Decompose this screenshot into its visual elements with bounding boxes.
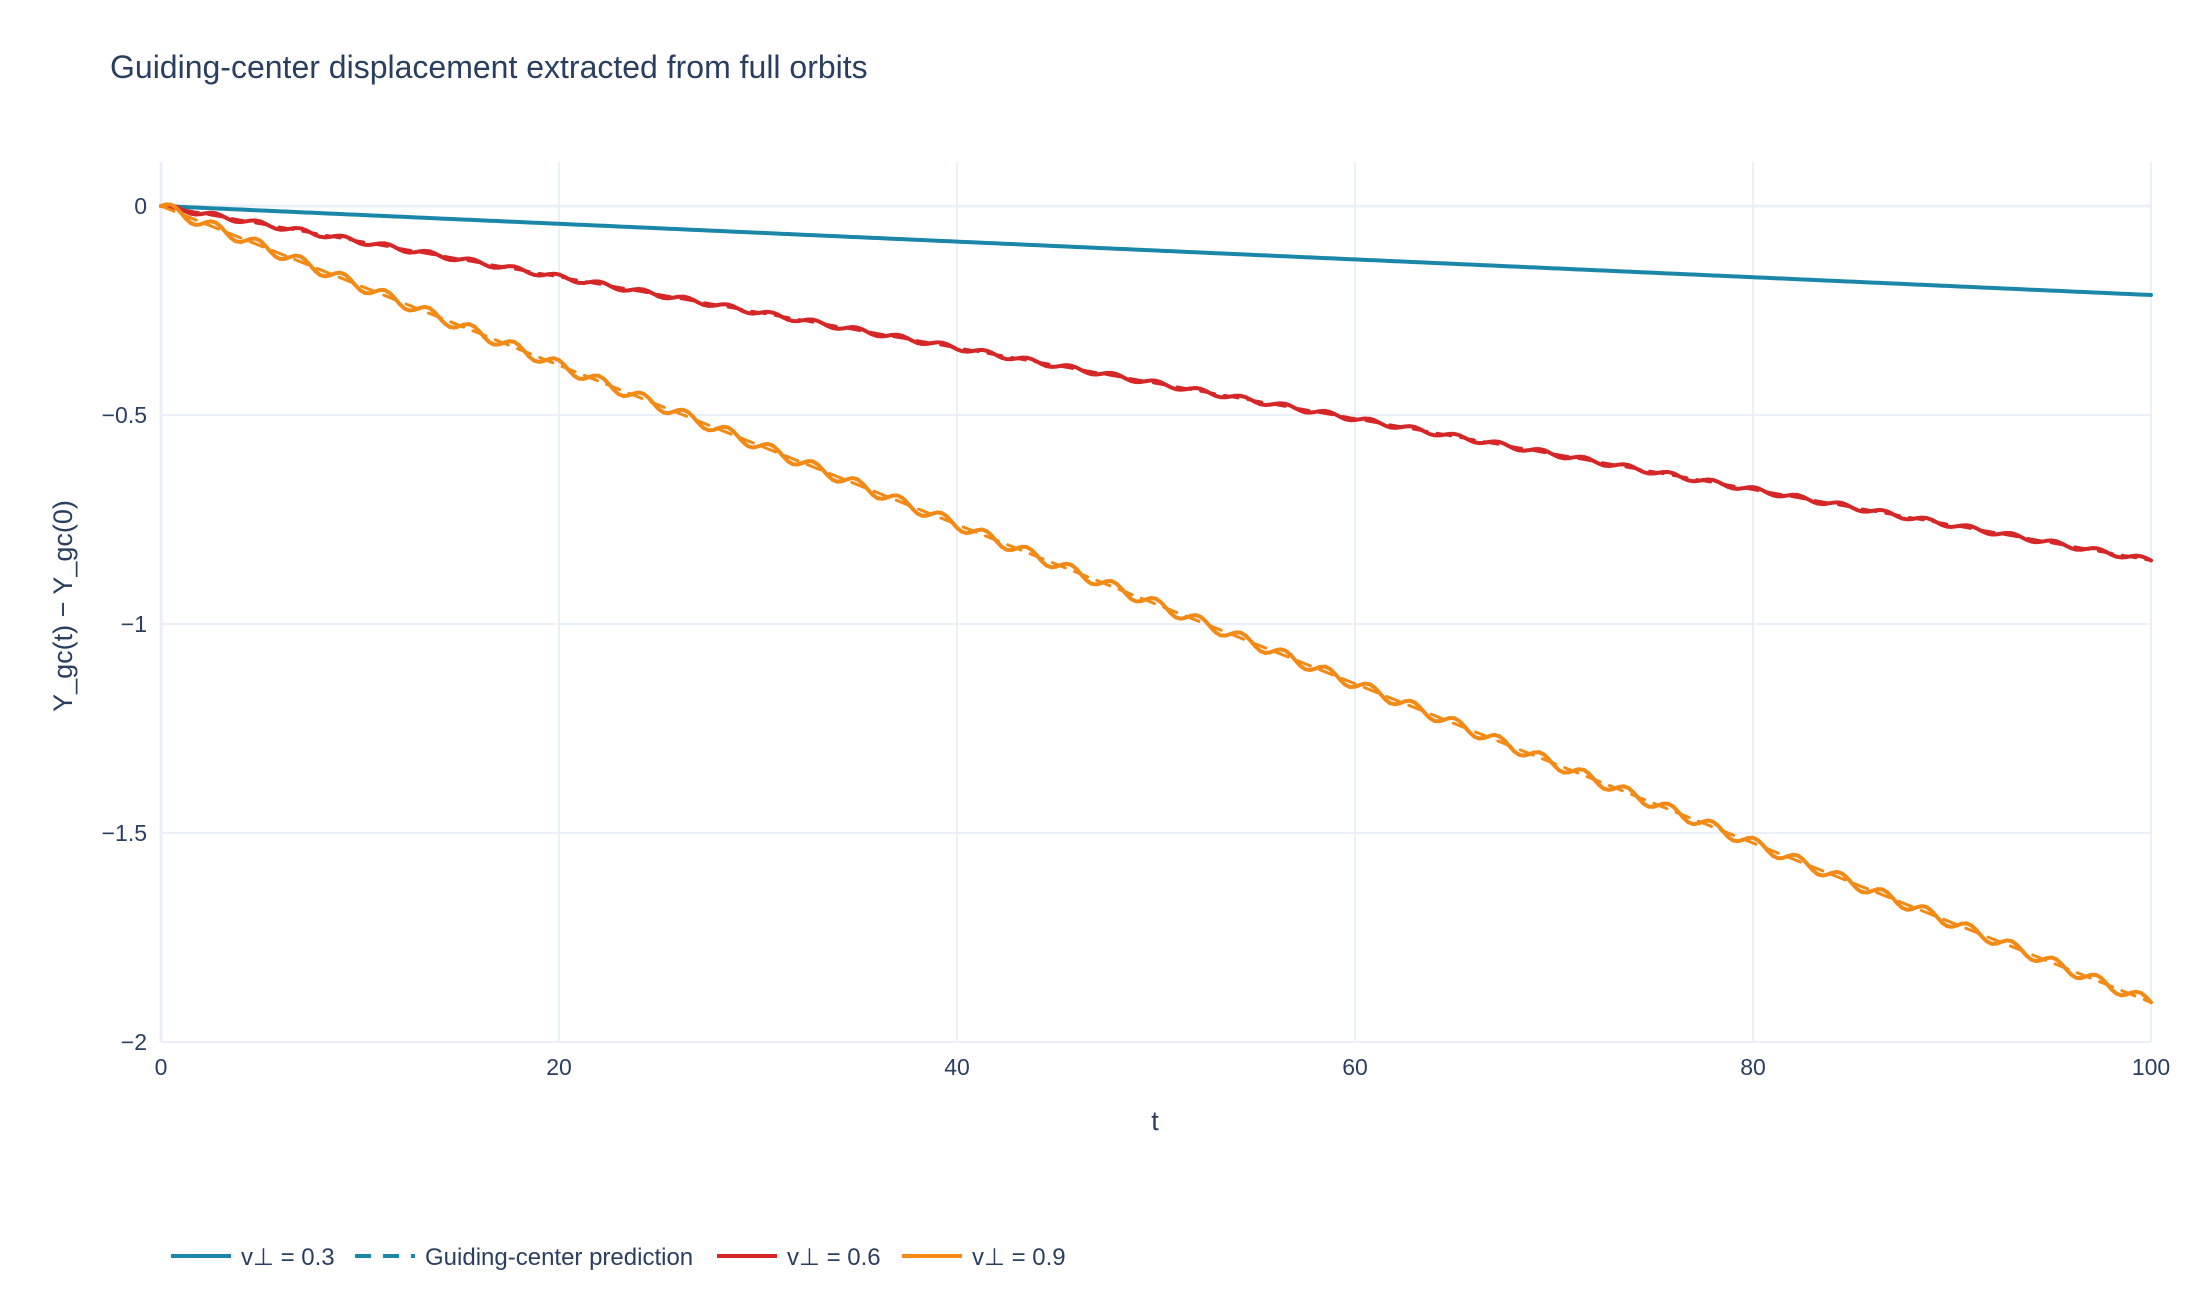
x-tick-layer: 0 20 40 60 80 100 bbox=[155, 1054, 2171, 1080]
y-axis-title: Y_gc(t) − Y_gc(0) bbox=[48, 500, 78, 712]
series-layer bbox=[159, 202, 2153, 1005]
grid-layer bbox=[159, 162, 2152, 1043]
legend-item[interactable]: v⊥ = 0.9 bbox=[902, 1244, 1066, 1271]
y-tick-label: 0 bbox=[134, 193, 147, 219]
legend-label: v⊥ = 0.9 bbox=[972, 1244, 1066, 1271]
legend-item[interactable]: v⊥ = 0.3 bbox=[171, 1244, 335, 1271]
x-tick-label: 60 bbox=[1342, 1054, 1368, 1080]
legend[interactable]: v⊥ = 0.3 Guiding-center prediction v⊥ = 0.… bbox=[171, 1244, 1066, 1271]
x-tick-label: 100 bbox=[2132, 1054, 2170, 1080]
y-tick-label: −0.5 bbox=[102, 402, 147, 428]
prediction-line bbox=[159, 204, 2153, 297]
y-tick-label: −1 bbox=[121, 611, 147, 637]
legend-label: v⊥ = 0.6 bbox=[787, 1244, 881, 1271]
y-tick-layer: 0 −0.5 −1 −1.5 −2 bbox=[102, 193, 147, 1055]
y-tick-label: −1.5 bbox=[102, 820, 147, 846]
chart-title: Guiding-center displacement extracted fr… bbox=[110, 49, 868, 85]
legend-item[interactable]: Guiding-center prediction bbox=[355, 1244, 693, 1271]
x-tick-label: 80 bbox=[1740, 1054, 1766, 1080]
prediction-line bbox=[159, 204, 2153, 1004]
legend-label: v⊥ = 0.3 bbox=[241, 1244, 335, 1271]
prediction-line bbox=[159, 204, 2153, 562]
x-tick-label: 20 bbox=[546, 1054, 572, 1080]
x-tick-label: 0 bbox=[155, 1054, 168, 1080]
y-tick-label: −2 bbox=[121, 1029, 147, 1055]
legend-item[interactable]: v⊥ = 0.6 bbox=[717, 1244, 881, 1271]
series-line bbox=[159, 202, 2153, 1005]
legend-label: Guiding-center prediction bbox=[425, 1244, 693, 1271]
x-tick-label: 40 bbox=[944, 1054, 970, 1080]
x-axis-title: t bbox=[1151, 1106, 1159, 1136]
series-line bbox=[159, 203, 2153, 563]
